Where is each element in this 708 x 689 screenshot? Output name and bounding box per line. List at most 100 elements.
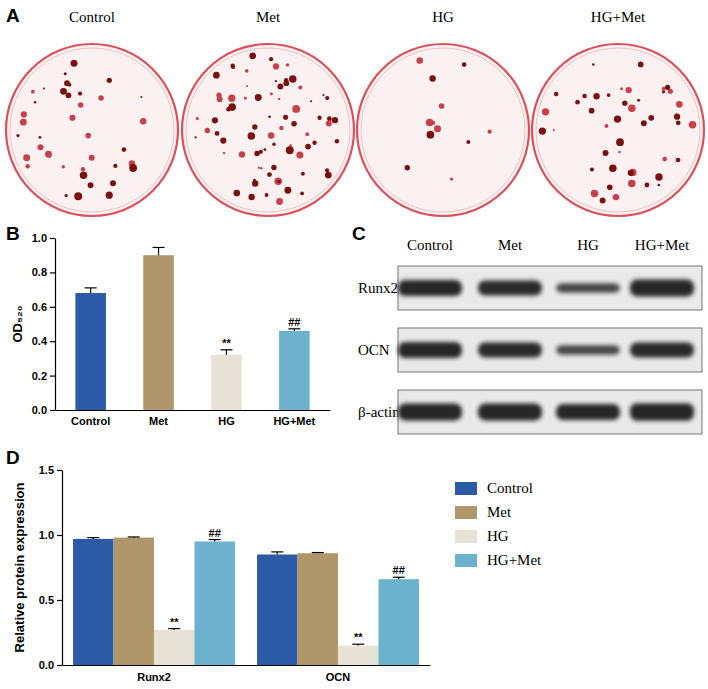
nodule: [674, 114, 680, 120]
nodule: [268, 115, 271, 118]
nodule: [62, 165, 65, 168]
error-bar-cap: [85, 287, 97, 288]
nodule: [332, 117, 338, 123]
nodule: [110, 180, 116, 186]
y-tick: 0.8: [32, 266, 55, 278]
nodule: [655, 173, 662, 180]
nodule: [205, 128, 210, 133]
y-tick-mark: [57, 665, 62, 666]
nodule: [113, 164, 117, 168]
nodule: [542, 108, 549, 115]
nodule: [628, 170, 634, 176]
nodule: [450, 177, 453, 180]
lane-label: HG: [577, 237, 599, 253]
bar: [257, 555, 297, 666]
x-axis-line: [63, 665, 431, 666]
annotation: **: [222, 337, 231, 349]
nodule: [129, 164, 137, 172]
y-tick-mark: [50, 376, 55, 377]
nodule: [662, 157, 667, 162]
nodule: [228, 95, 235, 102]
nodule: [325, 96, 329, 100]
nodule: [215, 131, 220, 136]
nodule: [676, 158, 681, 163]
nodule: [305, 144, 311, 150]
blot: ControlMetHGHG+MetRunx2OCNβ-actin: [358, 237, 702, 434]
error-bar: [312, 552, 324, 554]
legend-swatch: [455, 554, 477, 567]
nodule: [590, 167, 594, 171]
band: [398, 280, 462, 296]
x-tick-label: Met: [149, 415, 168, 427]
nodule: [246, 85, 248, 87]
band: [398, 404, 462, 421]
plate-rim: [10, 48, 174, 212]
x-tick: Control: [71, 410, 110, 427]
nodule: [37, 144, 43, 150]
y-tick-label: 0.6: [32, 301, 47, 313]
error-bar: [128, 536, 140, 538]
nodule: [21, 111, 27, 117]
error-bar-cap: [312, 552, 324, 553]
nodule: [213, 72, 220, 79]
y-tick-mark: [50, 307, 55, 308]
error-bar: [288, 329, 300, 331]
error-bar-cap: [352, 644, 364, 645]
nodule: [604, 124, 608, 128]
nodule: [16, 134, 19, 137]
y-tick-mark: [50, 238, 55, 239]
panel-letter: A: [6, 5, 20, 26]
nodule: [275, 80, 277, 82]
nodule: [298, 85, 302, 89]
nodule: [274, 177, 282, 185]
legend-item: Control: [455, 480, 533, 496]
nodule: [244, 97, 247, 100]
nodule: [122, 147, 127, 152]
nodule: [289, 75, 297, 83]
bar: [154, 630, 194, 665]
y-tick-mark: [57, 535, 62, 536]
nodule: [212, 117, 218, 123]
y-tick: 0.5: [39, 594, 62, 606]
bar: [279, 331, 310, 410]
error-bar-cap: [128, 536, 140, 537]
nodule: [405, 165, 410, 170]
y-axis: 0.00.20.40.60.81.0: [32, 232, 56, 416]
nodule: [310, 100, 312, 102]
row-label: Runx2: [358, 280, 398, 296]
legend-label: HG+Met: [487, 552, 542, 568]
y-tick-mark: [57, 470, 62, 471]
nodule: [279, 126, 283, 130]
nodule: [591, 190, 598, 197]
nodule: [230, 64, 234, 68]
nodule: [270, 93, 273, 96]
nodule: [648, 115, 654, 121]
nodule: [258, 167, 260, 169]
nodule: [638, 62, 644, 68]
nodule: [593, 93, 599, 99]
nodule: [291, 121, 297, 127]
legend-label: HG: [487, 528, 509, 544]
band: [556, 345, 620, 355]
nodule: [283, 115, 288, 120]
nodule: [600, 198, 606, 204]
y-tick: 1.0: [32, 232, 55, 244]
error-bar-cap: [153, 247, 165, 248]
nodule: [220, 137, 226, 143]
nodule: [233, 190, 240, 197]
x-axis: ControlMetHGHG+Met: [56, 410, 331, 427]
nodule: [217, 96, 223, 102]
plate: [6, 44, 178, 216]
nodule: [66, 92, 72, 98]
nodule: [284, 187, 291, 194]
nodule: [140, 118, 147, 125]
x-tick-label: Runx2: [137, 671, 171, 683]
nodule: [284, 78, 288, 82]
y-tick-mark: [50, 272, 55, 273]
y-tick-label: 0.2: [32, 370, 47, 382]
y-tick-label: 1.5: [39, 464, 54, 476]
row-label: β-actin: [358, 404, 400, 420]
nodule: [272, 143, 276, 147]
error-bar: [352, 644, 364, 645]
band: [556, 283, 620, 293]
